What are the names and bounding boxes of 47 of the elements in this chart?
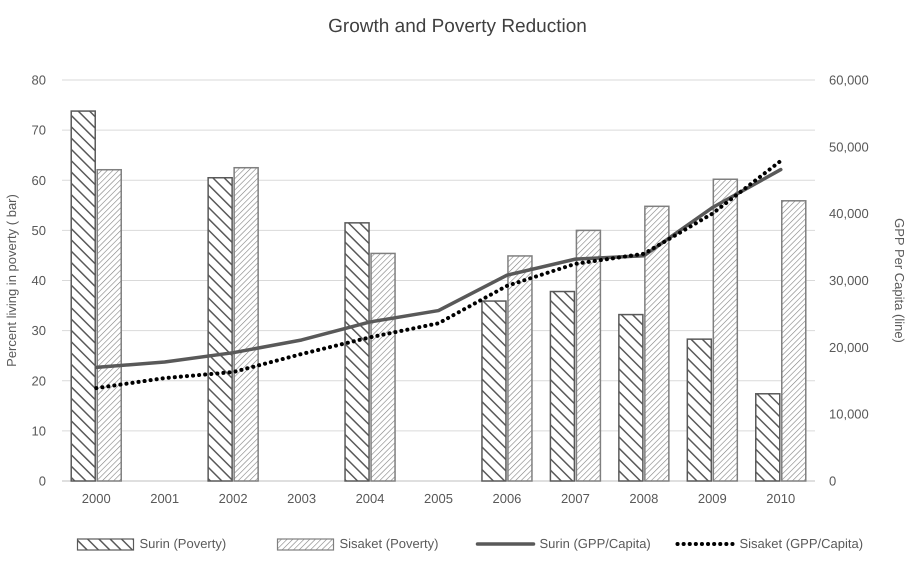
legend-label: Sisaket (Poverty) — [340, 536, 438, 551]
chart-title: Growth and Poverty Reduction — [328, 16, 587, 37]
y-tick-label: 20 — [32, 373, 46, 388]
y2-tick-label: 10,000 — [829, 406, 869, 422]
y-tick-label: 40 — [32, 273, 46, 288]
x-tick-label: 2004 — [356, 491, 385, 506]
y-tick-label: 70 — [32, 122, 46, 138]
bar — [618, 314, 644, 482]
bar — [507, 255, 533, 482]
y-tick-label: 80 — [32, 72, 46, 88]
x-tick-label: 2001 — [150, 491, 180, 506]
x-tick-label: 2007 — [560, 491, 590, 506]
legend-label: Surin (GPP/Capita) — [540, 536, 651, 551]
x-tick-label: 2005 — [424, 491, 453, 506]
bar — [712, 178, 738, 482]
bar — [550, 290, 576, 482]
legend-label: Surin (Poverty) — [140, 536, 226, 551]
y2-tick-label: 40,000 — [829, 206, 869, 222]
y-tick-label: 60 — [32, 172, 46, 188]
bar — [96, 168, 122, 482]
x-tick-label: 2006 — [492, 491, 522, 506]
y2-tick-label: 50,000 — [829, 139, 869, 154]
bar — [481, 300, 507, 482]
y2-tick-label: 20,000 — [829, 340, 869, 355]
x-tick-label: 2003 — [287, 491, 316, 506]
y2-tick-label: 30,000 — [829, 273, 869, 288]
bar — [370, 252, 396, 482]
x-tick-label: 2009 — [698, 491, 727, 506]
y2-axis-title: GPP Per Capita (line) — [892, 218, 907, 343]
y-tick-label: 10 — [32, 423, 46, 438]
x-tick-label: 2002 — [218, 491, 248, 506]
bar — [576, 230, 602, 482]
x-tick-label: 2010 — [766, 491, 796, 506]
bar — [644, 206, 670, 482]
bar — [755, 393, 781, 482]
legend-label: Sisaket (GPP/Capita) — [740, 536, 864, 551]
y2-tick-label: 0 — [829, 474, 836, 489]
y-tick-label: 50 — [32, 222, 46, 238]
x-tick-label: 2008 — [629, 491, 658, 506]
bar — [233, 166, 259, 482]
y-axis-title: Percent living in poverty ( bar) — [4, 194, 19, 367]
bar — [781, 200, 807, 482]
y-tick-label: 0 — [38, 474, 46, 489]
bar — [686, 338, 712, 482]
y-tick-label: 30 — [32, 323, 46, 338]
y2-tick-label: 60,000 — [829, 72, 869, 88]
x-tick-label: 2000 — [82, 491, 111, 506]
